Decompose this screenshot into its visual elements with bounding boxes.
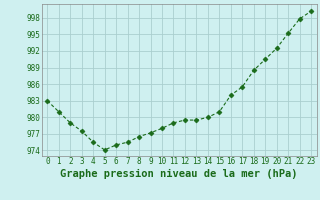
X-axis label: Graphe pression niveau de la mer (hPa): Graphe pression niveau de la mer (hPa): [60, 169, 298, 179]
